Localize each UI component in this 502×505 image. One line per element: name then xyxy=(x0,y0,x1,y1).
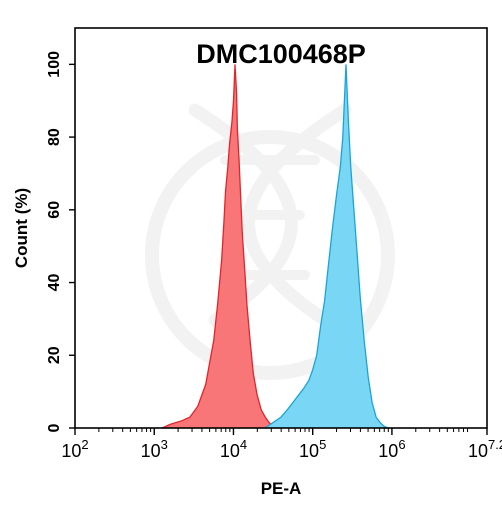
y-tick-label: 20 xyxy=(46,346,63,364)
histogram-series xyxy=(161,64,389,429)
y-tick-label: 60 xyxy=(46,201,63,219)
x-axis-ticks: 102 103 104 105 106 107.2 xyxy=(61,428,502,461)
x-tick-label: 104 xyxy=(220,437,247,461)
x-tick-label: 105 xyxy=(299,437,326,461)
y-tick-label: 80 xyxy=(46,128,63,146)
series-2-area xyxy=(265,64,388,429)
x-axis-title: PE-A xyxy=(261,479,302,498)
y-tick-label: 0 xyxy=(46,423,63,432)
x-tick-label: 102 xyxy=(61,437,88,461)
series-1-area xyxy=(162,64,277,429)
watermark-logo xyxy=(145,103,395,380)
x-tick-label: 107.2 xyxy=(468,437,502,461)
x-tick-label: 106 xyxy=(378,437,405,461)
y-axis-title: Count (%) xyxy=(12,188,31,268)
series-2-outline xyxy=(264,64,389,429)
x-tick-label: 103 xyxy=(141,437,168,461)
y-tick-label: 40 xyxy=(46,274,63,292)
series-1-outline xyxy=(161,64,278,429)
y-tick-label: 100 xyxy=(46,51,63,78)
chart-title: DMC100468P xyxy=(196,39,366,69)
y-axis-ticks: 0 20 40 60 80 100 xyxy=(46,51,75,432)
